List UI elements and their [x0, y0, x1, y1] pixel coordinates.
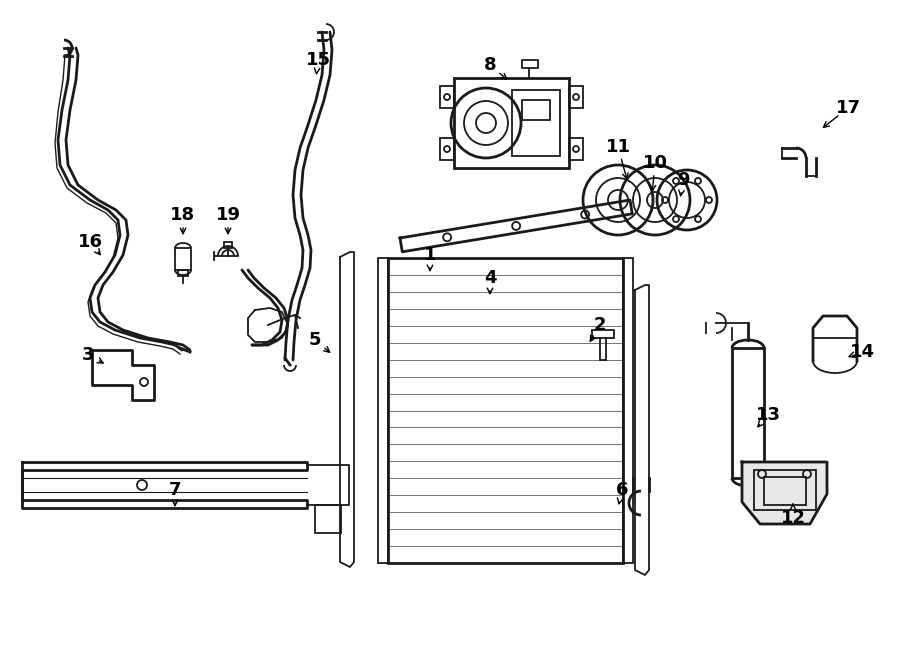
- Text: 4: 4: [484, 269, 496, 287]
- Bar: [378, 258, 388, 563]
- Bar: [454, 78, 569, 168]
- Bar: [440, 138, 454, 160]
- Text: 16: 16: [77, 233, 103, 251]
- Text: 2: 2: [594, 316, 607, 334]
- Bar: [315, 505, 341, 533]
- Text: 1: 1: [424, 246, 436, 264]
- Text: 3: 3: [82, 346, 94, 364]
- Bar: [440, 86, 454, 108]
- Bar: [569, 138, 583, 160]
- Bar: [754, 470, 816, 510]
- Bar: [224, 242, 232, 248]
- Text: 8: 8: [483, 56, 496, 74]
- Text: 14: 14: [850, 343, 875, 361]
- Bar: [388, 258, 623, 563]
- Text: 15: 15: [305, 51, 330, 69]
- Bar: [522, 60, 538, 68]
- Text: 12: 12: [780, 509, 806, 527]
- Bar: [512, 90, 560, 156]
- Bar: [732, 348, 764, 478]
- Text: 6: 6: [616, 481, 628, 499]
- Polygon shape: [742, 462, 827, 524]
- Bar: [178, 270, 188, 276]
- Text: 11: 11: [606, 138, 631, 156]
- Bar: [522, 100, 550, 120]
- Bar: [175, 248, 191, 270]
- Text: 9: 9: [677, 171, 689, 189]
- Text: 17: 17: [835, 99, 860, 117]
- Bar: [569, 86, 583, 108]
- Text: 13: 13: [755, 406, 780, 424]
- Text: 10: 10: [643, 154, 668, 172]
- Text: 19: 19: [215, 206, 240, 224]
- Bar: [764, 477, 806, 505]
- Bar: [592, 330, 614, 338]
- Text: 18: 18: [170, 206, 195, 224]
- Bar: [623, 258, 633, 563]
- Text: 5: 5: [309, 331, 321, 349]
- Text: 7: 7: [169, 481, 181, 499]
